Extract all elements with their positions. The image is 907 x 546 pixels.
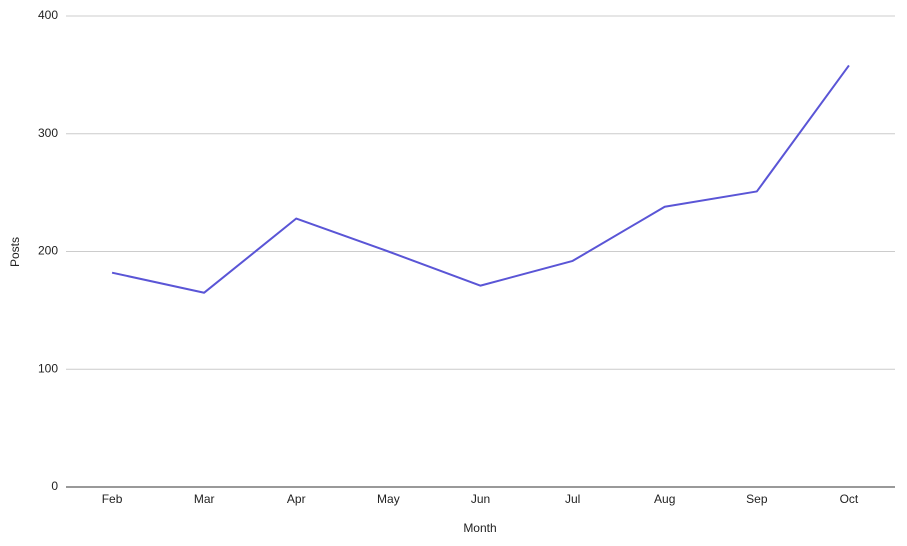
- y-tick-label: 300: [38, 126, 58, 140]
- line-series: [111, 64, 850, 294]
- x-tick-label: Aug: [654, 492, 675, 506]
- x-tick-label: Oct: [840, 492, 859, 506]
- y-tick-label: 100: [38, 361, 58, 375]
- x-tick-label: Jun: [471, 492, 490, 506]
- x-tick-label: Sep: [746, 492, 768, 506]
- x-tick-label: May: [377, 492, 400, 506]
- x-tick-label: Feb: [102, 492, 123, 506]
- x-tick-label: Jul: [565, 492, 580, 506]
- y-tick-label: 400: [38, 8, 58, 22]
- x-tick-label: Apr: [287, 492, 306, 506]
- x-axis-label: Month: [463, 521, 496, 535]
- x-tick-label: Mar: [194, 492, 215, 506]
- y-tick-label: 200: [38, 244, 58, 258]
- y-tick-label: 0: [51, 479, 58, 493]
- y-axis-label: Posts: [8, 237, 22, 267]
